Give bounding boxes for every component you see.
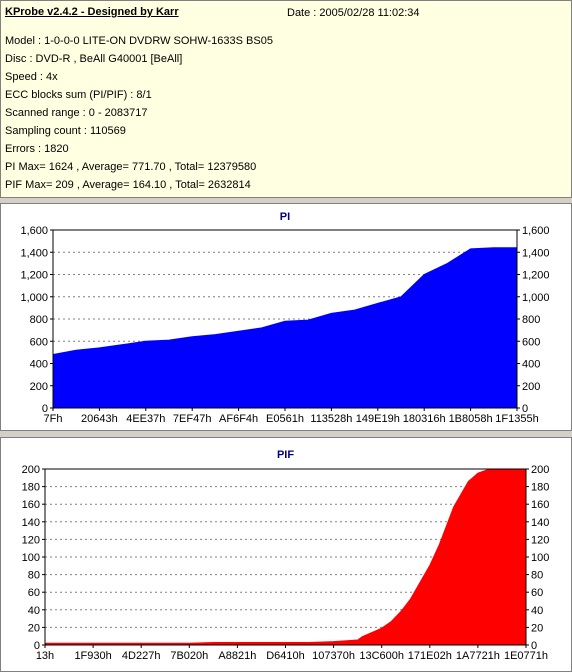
x-tick-label: E0561h: [266, 413, 304, 425]
y-tick-label: 60: [28, 587, 40, 599]
x-tick-label: 20643h: [81, 413, 118, 425]
x-tick-label: 1A7721h: [456, 650, 500, 662]
pi-stats-line: PI Max= 1624 , Average= 771.70 , Total= …: [5, 161, 257, 173]
y-tick-label-right: 600: [522, 336, 540, 348]
x-tick-label: 13C600h: [359, 650, 404, 662]
y-tick-label-right: 20: [531, 622, 543, 634]
sampling-count-line: Sampling count : 110569: [5, 125, 126, 137]
y-tick-label: 800: [30, 314, 48, 326]
y-tick-label: 0: [42, 403, 48, 415]
pi-chart: PI 0 0 200 200 400 400 600 600 800 800 1,000 1,000 1,…: [20, 211, 550, 425]
pif-chart-panel: PIF 0 0 20 20 40 40 60 60 80 80 100 100 120 120 140 140 1…: [0, 437, 572, 672]
x-tick-label: 1F1355h: [495, 413, 538, 425]
y-tick-label-right: 1,400: [522, 247, 550, 259]
y-tick-label-right: 200: [531, 464, 549, 476]
y-tick-label-right: 1,600: [522, 225, 550, 237]
scanned-range-line: Scanned range : 0 - 2083717: [5, 107, 148, 119]
y-tick-label: 140: [22, 517, 40, 529]
x-tick-label: AF6F4h: [219, 413, 258, 425]
y-tick-label-right: 140: [531, 517, 549, 529]
y-tick-label-right: 0: [522, 403, 528, 415]
x-tick-label: 4D227h: [122, 650, 161, 662]
scan-date: Date : 2005/02/28 11:02:34: [287, 7, 420, 19]
y-tick-label-right: 40: [531, 605, 543, 617]
data-series-area: [44, 469, 527, 646]
y-tick-label: 600: [30, 336, 48, 348]
chart-title: PIF: [277, 449, 294, 461]
x-tick-label: 107370h: [312, 650, 355, 662]
ecc-line: ECC blocks sum (PI/PIF) : 8/1: [5, 89, 152, 101]
pif-stats-line: PIF Max= 209 , Average= 164.10 , Total= …: [5, 179, 251, 191]
y-tick-label-right: 800: [522, 314, 540, 326]
y-tick-label-right: 180: [531, 482, 549, 494]
y-tick-label-right: 400: [522, 359, 540, 371]
disc-line: Disc : DVD-R , BeAll G40001 [BeAll]: [5, 53, 183, 65]
model-line: Model : 1-0-0-0 LITE-ON DVDRW SOHW-1633S…: [5, 35, 273, 47]
y-tick-label-right: 0: [531, 640, 537, 652]
x-tick-label: 180316h: [403, 413, 446, 425]
errors-line: Errors : 1820: [5, 143, 69, 155]
y-tick-label-right: 160: [531, 499, 549, 511]
y-tick-label: 120: [22, 534, 40, 546]
y-tick-label: 0: [34, 640, 40, 652]
y-tick-label: 1,200: [20, 270, 48, 282]
y-tick-label-right: 80: [531, 570, 543, 582]
pi-chart-panel: PI 0 0 200 200 400 400 600 600 800 800 1,000 1,000 1,…: [0, 203, 572, 431]
info-panel: KProbe v2.4.2 - Designed by Karr Date : …: [0, 0, 572, 198]
pif-chart: PIF 0 0 20 20 40 40 60 60 80 80 100 100 120 120 140 140 1…: [22, 449, 550, 662]
x-tick-label: 1B8058h: [449, 413, 493, 425]
x-tick-label: 113528h: [310, 413, 352, 425]
y-tick-label: 180: [22, 482, 40, 494]
x-tick-label: 13h: [36, 650, 54, 662]
app-title: KProbe v2.4.2 - Designed by Karr: [5, 6, 179, 18]
y-tick-label-right: 120: [531, 534, 549, 546]
x-tick-label: 4EE37h: [126, 413, 165, 425]
y-tick-label: 160: [22, 499, 40, 511]
y-tick-label-right: 1,200: [522, 270, 550, 282]
y-tick-label-right: 100: [531, 552, 549, 564]
x-tick-label: A8821h: [218, 650, 256, 662]
plot-frame: [52, 229, 518, 409]
y-tick-label-right: 60: [531, 587, 543, 599]
y-tick-label: 20: [28, 622, 40, 634]
y-tick-label: 1,000: [20, 292, 48, 304]
y-tick-label-right: 200: [522, 381, 540, 393]
y-tick-label: 1,600: [20, 225, 48, 237]
y-tick-label: 200: [30, 381, 48, 393]
plot-frame: [44, 468, 527, 646]
speed-line: Speed : 4x: [5, 71, 58, 83]
x-tick-label: D6410h: [266, 650, 305, 662]
x-tick-label: 1F930h: [74, 650, 111, 662]
chart-title: PI: [280, 211, 290, 223]
y-tick-label: 200: [22, 464, 40, 476]
x-tick-label: 171E02h: [408, 650, 452, 662]
y-tick-label: 100: [22, 552, 40, 564]
x-tick-label: 1E0771h: [504, 650, 548, 662]
y-tick-label: 40: [28, 605, 40, 617]
y-tick-label-right: 1,000: [522, 292, 550, 304]
x-tick-label: 149E19h: [356, 413, 400, 425]
y-tick-label: 400: [30, 359, 48, 371]
data-series-area: [52, 247, 518, 409]
x-tick-label: 7B020h: [170, 650, 208, 662]
y-tick-label: 1,400: [20, 247, 48, 259]
y-tick-label: 80: [28, 570, 40, 582]
x-tick-label: 7Fh: [44, 413, 63, 425]
x-tick-label: 7EF47h: [173, 413, 212, 425]
